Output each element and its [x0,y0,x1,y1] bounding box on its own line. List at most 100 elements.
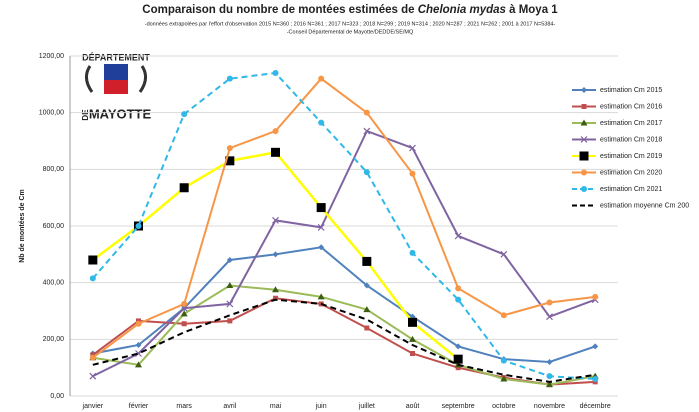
marker [272,216,279,224]
marker [135,320,142,327]
marker [500,250,508,258]
title-part: Comparaison du nombre de montées estimée… [142,4,417,16]
marker [592,376,599,382]
legend-label: estimation Cm 2021 [600,186,662,193]
series [89,127,599,380]
x-tick-label: avril [223,403,236,410]
y-tick-label: 1000,00 [39,110,64,117]
marker [581,186,587,192]
marker [226,145,233,152]
marker [179,183,189,193]
logo-seahorse [85,65,147,93]
marker [135,342,142,348]
marker [546,381,553,388]
series-line [92,298,596,383]
marker [272,128,279,135]
marker [500,312,507,319]
y-tick-label: 0,00 [50,393,64,400]
marker [226,300,234,308]
legend-label: estimation Cm 2018 [600,136,662,143]
x-tick-label: mai [270,403,282,410]
series-line [92,246,596,364]
marker [316,203,326,213]
y-tick-label: 800,00 [43,166,65,173]
marker [409,249,416,256]
marker [363,306,371,313]
series [89,75,599,361]
marker [363,109,370,116]
subtitle: -données extrapolées par l'effort d'obse… [145,21,556,27]
marker [455,343,462,350]
marker [181,321,187,327]
x-tick-label: décembre [580,403,611,410]
marker [89,354,96,361]
marker [454,232,462,240]
marker [272,251,279,258]
marker [581,169,587,176]
marker [409,170,416,177]
series-line [92,284,596,386]
marker [271,147,280,157]
series-line [92,77,596,359]
marker [546,313,553,321]
marker [546,299,553,306]
marker [226,75,233,82]
marker [362,256,372,266]
marker [89,372,97,380]
marker [581,104,587,109]
x-tick-label: janvier [82,403,104,410]
marker [273,295,278,301]
logo-text: DE [81,109,90,121]
marker [180,304,188,312]
marker [592,343,599,350]
marker [579,151,589,161]
series [92,298,596,383]
legend-label: estimation Cm 2019 [600,153,662,160]
marker [580,119,588,126]
marker [272,286,279,293]
marker [580,136,588,143]
marker [135,350,142,357]
marker [455,285,462,292]
marker [227,318,233,324]
x-tick-label: juin [315,403,327,410]
marker [135,223,142,229]
legend-label: estimation moyenne Cm 200 [600,202,689,209]
marker [581,87,587,93]
marker [318,244,325,251]
series [89,282,599,388]
x-tick-label: février [129,403,149,410]
legend-label: estimation Cm 2020 [600,169,662,176]
marker [546,359,553,365]
series-line [92,71,596,380]
y-tick-label: 400,00 [43,280,65,287]
legend-label: estimation Cm 2016 [600,103,662,110]
logo: DÉPARTEMENT DE MAYOTTE [81,52,151,121]
logo-shield [104,80,128,94]
y-tick-label: 200,00 [43,336,65,343]
chart-title: Comparaison du nombre de montées estimée… [142,4,558,16]
marker [318,119,325,126]
marker [180,310,188,317]
logo-text: DÉPARTEMENT [82,52,150,62]
y-tick-label: 600,00 [43,223,65,230]
series [88,147,463,364]
marker [364,325,370,331]
marker [409,144,416,152]
marker [455,365,461,371]
marker [135,361,142,368]
y-axis-label: Nb de montées de Cm [19,189,26,263]
x-tick-label: novembre [534,403,565,410]
series [89,70,599,382]
marker [500,357,507,364]
marker [409,335,416,342]
marker [226,257,233,263]
marker [181,111,188,118]
marker [500,375,508,382]
marker [89,275,96,282]
marker [408,317,417,327]
subtitle: -Conseil Départemental de Mayotte/DEDDE/… [287,29,414,35]
marker [363,169,370,176]
x-tick-label: octobre [492,403,515,410]
